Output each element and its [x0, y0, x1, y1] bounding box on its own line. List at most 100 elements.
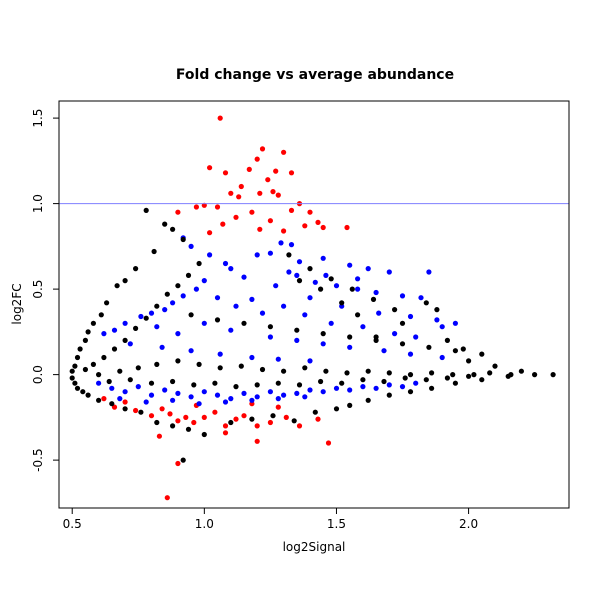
data-point: [228, 266, 234, 272]
data-point: [413, 334, 419, 340]
data-point: [80, 389, 86, 395]
y-tick-label: 1.0: [31, 194, 45, 213]
data-point: [392, 331, 398, 337]
data-point: [127, 377, 133, 383]
data-point: [312, 409, 318, 415]
data-point: [320, 389, 326, 395]
data-point: [74, 354, 81, 361]
data-point: [386, 370, 392, 376]
data-point: [450, 372, 456, 378]
data-point: [188, 243, 194, 249]
data-point: [259, 146, 266, 152]
data-point: [69, 375, 75, 381]
data-point: [288, 170, 295, 176]
data-point: [138, 313, 144, 320]
x-tick-label: 1.5: [327, 517, 346, 531]
data-point: [444, 337, 450, 343]
data-point: [281, 228, 287, 234]
data-point: [307, 387, 313, 393]
data-point: [452, 348, 458, 354]
data-point: [302, 312, 308, 318]
data-point: [214, 392, 221, 398]
data-point: [109, 401, 115, 407]
data-point: [439, 324, 445, 330]
data-point: [479, 351, 485, 357]
data-point: [407, 351, 414, 357]
data-point: [117, 396, 123, 402]
data-point: [175, 283, 181, 289]
data-point: [154, 419, 160, 426]
data-point: [175, 418, 181, 424]
data-point: [259, 310, 266, 316]
data-point: [74, 385, 81, 391]
data-point: [254, 438, 260, 444]
data-point: [386, 392, 392, 398]
data-point: [96, 372, 102, 378]
data-point: [191, 382, 197, 388]
data-point: [275, 380, 281, 386]
data-point: [122, 278, 128, 284]
data-point: [339, 300, 345, 306]
data-point: [82, 337, 88, 343]
data-point: [267, 389, 273, 395]
data-point: [90, 361, 96, 367]
data-point: [90, 320, 96, 326]
data-point: [175, 358, 181, 364]
data-point: [315, 416, 321, 422]
data-point: [259, 366, 266, 373]
data-point: [72, 380, 78, 386]
data-point: [315, 219, 321, 225]
data-point: [265, 177, 271, 183]
data-point: [72, 363, 78, 369]
plot-frame: [58, 100, 570, 509]
y-tick-label: 1.5: [31, 109, 45, 128]
data-point: [185, 426, 192, 432]
data-point: [188, 312, 194, 318]
data-point: [278, 240, 284, 246]
data-point: [296, 278, 303, 284]
data-point: [281, 392, 287, 398]
data-point: [426, 344, 432, 350]
data-point: [257, 226, 263, 232]
data-point: [111, 327, 118, 333]
data-point: [267, 324, 273, 330]
data-point: [320, 331, 326, 337]
data-point: [122, 337, 128, 343]
y-axis-label: log2FC: [10, 283, 24, 324]
data-point: [133, 407, 139, 414]
data-point: [275, 192, 281, 198]
data-point: [222, 423, 229, 429]
data-point: [487, 370, 493, 376]
data-point: [106, 378, 112, 385]
data-point: [518, 368, 525, 374]
data-point: [365, 266, 371, 272]
data-point: [175, 209, 181, 215]
data-point: [267, 250, 273, 256]
data-point: [212, 409, 218, 415]
data-point: [122, 406, 128, 412]
data-point: [148, 380, 155, 386]
data-point: [550, 372, 556, 378]
data-point: [135, 384, 141, 390]
data-point: [249, 296, 255, 302]
data-point: [175, 460, 181, 467]
data-point: [254, 156, 260, 162]
data-point: [180, 236, 186, 243]
data-point: [365, 368, 371, 374]
data-point: [344, 224, 350, 231]
data-point: [98, 312, 104, 318]
data-point: [286, 269, 292, 275]
data-point: [402, 375, 408, 381]
data-point: [228, 419, 234, 426]
data-point: [201, 389, 207, 395]
data-point: [201, 278, 207, 284]
data-point: [413, 380, 419, 386]
data-point: [444, 375, 450, 381]
data-point: [193, 286, 199, 292]
data-point: [101, 396, 107, 402]
data-point: [138, 409, 144, 415]
data-point: [294, 327, 300, 333]
data-point: [238, 363, 244, 369]
data-point: [267, 419, 273, 426]
data-point: [479, 377, 485, 383]
